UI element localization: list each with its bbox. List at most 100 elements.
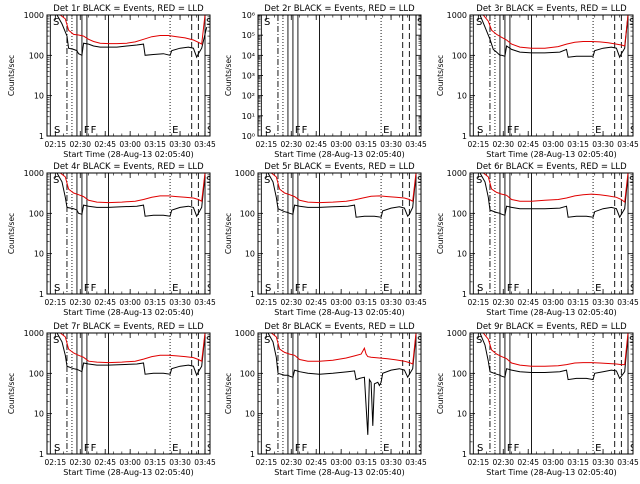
- x-tick-label: 03:30: [380, 298, 402, 307]
- marker-top-s: S: [629, 17, 635, 28]
- x-tick-label: 02:15: [256, 458, 278, 467]
- marker-top-s: S: [206, 175, 212, 186]
- lld-series-line: [258, 333, 417, 365]
- marker-s: S: [54, 443, 60, 454]
- marker-e: E: [383, 283, 389, 294]
- y-tick-label: 10²: [242, 92, 255, 101]
- x-tick-label: 03:15: [567, 298, 589, 307]
- x-tick-label: 02:30: [492, 140, 514, 149]
- y-tick-label: 100: [240, 369, 255, 378]
- chart-title: Det 9r BLACK = Events, RED = LLD: [476, 322, 627, 332]
- x-tick-label: 02:30: [280, 298, 302, 307]
- marker-e: E: [595, 283, 601, 294]
- chart-title: Det 3r BLACK = Events, RED = LLD: [476, 4, 627, 14]
- marker-f: F: [91, 283, 97, 294]
- plot-frame: [469, 172, 634, 295]
- y-tick-label: 1: [462, 290, 467, 299]
- events-series-line: [470, 173, 629, 219]
- x-tick-label: 03:00: [119, 140, 141, 149]
- x-tick-label: 02:45: [305, 298, 327, 307]
- x-tick-label: 03:15: [567, 458, 589, 467]
- marker-f: F: [295, 283, 301, 294]
- x-tick-label: 03:30: [380, 140, 402, 149]
- x-tick-label: 03:15: [355, 140, 377, 149]
- y-tick-label: 10⁴: [242, 51, 255, 60]
- plot-area: S F F E S S S: [260, 15, 424, 136]
- events-series-line: [470, 333, 629, 381]
- marker-top-s: S: [417, 335, 423, 346]
- y-tick-label: 10¹: [242, 112, 255, 121]
- x-tick-label: 02:45: [517, 458, 539, 467]
- y-tick-label: 1000: [447, 169, 467, 178]
- x-tick-label: 03:00: [542, 140, 564, 149]
- y-tick-label: 1: [250, 290, 255, 299]
- y-axis-label: Counts/sec: [224, 213, 233, 254]
- lld-series-line: [470, 333, 629, 367]
- y-tick-label: 100: [29, 51, 44, 60]
- marker-s: S: [477, 125, 483, 136]
- events-series-line: [470, 15, 629, 59]
- y-tick-label: 10: [34, 410, 44, 419]
- marker-f: F: [302, 443, 308, 454]
- chart-panel-5: Det 5r BLACK = Events, RED = LLD 1 10 100 10…: [224, 162, 427, 317]
- x-tick-label: 03:30: [380, 458, 402, 467]
- marker-f: F: [295, 443, 301, 454]
- y-tick-label: 10⁵: [242, 31, 255, 40]
- x-tick-label: 02:45: [305, 458, 327, 467]
- x-tick-label: 03:15: [144, 458, 166, 467]
- x-axis-label: Start Time (28-Aug-13 02:05:40): [486, 150, 617, 159]
- x-tick-label: 02:30: [280, 458, 302, 467]
- marker-e: E: [172, 283, 178, 294]
- x-tick-label: 03:45: [405, 458, 427, 467]
- y-tick-label: 10: [457, 92, 467, 101]
- lld-series-line: [47, 173, 206, 204]
- marker-f: F: [514, 283, 520, 294]
- x-tick-label: 02:30: [69, 298, 91, 307]
- x-axis-label: Start Time (28-Aug-13 02:05:40): [63, 150, 194, 159]
- chart-panel-7: Det 7r BLACK = Events, RED = LLD 1 10 100 10…: [7, 322, 216, 477]
- chart-panel-1: Det 1r BLACK = Events, RED = LLD 1 10 100 10…: [7, 4, 216, 159]
- x-tick-label: 02:30: [69, 458, 91, 467]
- x-axis-label: Start Time (28-Aug-13 02:05:40): [486, 308, 617, 317]
- marker-f: F: [84, 443, 90, 454]
- y-tick-label: 1000: [447, 11, 467, 20]
- x-tick-label: 03:15: [144, 298, 166, 307]
- y-tick-label: 1000: [24, 169, 44, 178]
- x-axis-label: Start Time (28-Aug-13 02:05:40): [63, 468, 194, 477]
- x-tick-label: 03:45: [617, 458, 639, 467]
- x-tick-label: 03:00: [119, 298, 141, 307]
- x-tick-label: 02:30: [280, 140, 302, 149]
- y-tick-label: 1000: [24, 11, 44, 20]
- x-tick-label: 02:30: [492, 458, 514, 467]
- marker-f: F: [302, 125, 308, 136]
- x-axis-label: Start Time (28-Aug-13 02:05:40): [486, 468, 617, 477]
- plot-frame: [46, 172, 211, 295]
- plot-area: S F F E S S S: [47, 15, 210, 136]
- y-tick-label: 10⁰: [242, 132, 255, 141]
- marker-top-s: S: [53, 175, 59, 186]
- marker-s: S: [418, 443, 424, 454]
- events-series-line: [258, 333, 417, 435]
- marker-s: S: [265, 283, 271, 294]
- y-axis-label: Counts/sec: [224, 55, 233, 96]
- x-tick-label: 02:45: [517, 140, 539, 149]
- x-tick-label: 03:15: [144, 140, 166, 149]
- marker-f: F: [507, 283, 513, 294]
- x-tick-label: 03:45: [617, 140, 639, 149]
- y-axis-label: Counts/sec: [7, 373, 16, 414]
- y-tick-label: 10⁶: [242, 11, 255, 20]
- marker-s: S: [630, 125, 636, 136]
- y-tick-label: 1: [39, 450, 44, 459]
- x-tick-label: 02:45: [305, 140, 327, 149]
- marker-s: S: [418, 125, 424, 136]
- x-tick-label: 03:30: [592, 140, 614, 149]
- marker-s: S: [207, 283, 213, 294]
- marker-s: S: [54, 125, 60, 136]
- y-axis-label: Counts/sec: [436, 213, 445, 254]
- y-tick-label: 1: [462, 450, 467, 459]
- x-tick-label: 03:00: [542, 298, 564, 307]
- chart-panel-4: Det 4r BLACK = Events, RED = LLD 1 10 100 10…: [7, 162, 216, 317]
- x-tick-label: 02:15: [45, 458, 67, 467]
- x-tick-label: 02:45: [94, 140, 116, 149]
